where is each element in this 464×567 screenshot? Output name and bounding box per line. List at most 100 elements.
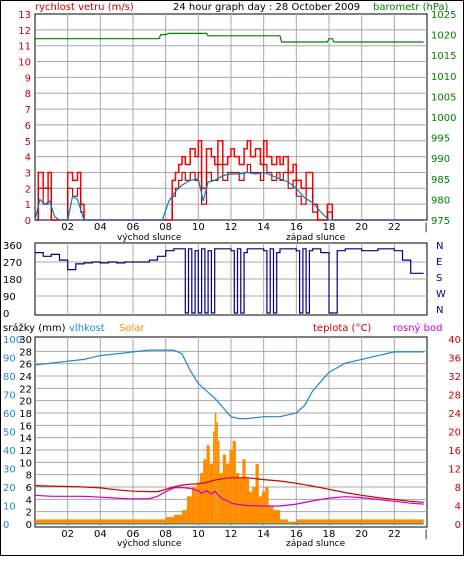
baro-y-tick-1010: 1010 xyxy=(431,72,456,83)
x-tick-14: 14 xyxy=(257,529,270,540)
solar-bar xyxy=(258,496,263,525)
temp-y-tick-40: 40 xyxy=(448,335,461,346)
dir-y-tick-90: 90 xyxy=(3,292,16,303)
solar-bar xyxy=(186,496,192,525)
rain-y-tick-24: 24 xyxy=(19,372,32,383)
wind-y-tick-0: 0 xyxy=(25,216,31,227)
wind-y-tick-12: 12 xyxy=(18,26,31,37)
rain-y-tick-8: 8 xyxy=(26,471,32,482)
solar-bar xyxy=(268,505,274,524)
solar-bar xyxy=(245,477,249,525)
x-tick-08: 08 xyxy=(159,222,172,233)
hum-y-tick-10: 10 xyxy=(3,502,16,513)
x-tick-12: 12 xyxy=(225,222,238,233)
solar-bar xyxy=(235,473,240,524)
rain-y-tick-16: 16 xyxy=(19,421,32,432)
solar-bar xyxy=(296,519,305,524)
wind-line xyxy=(35,163,424,221)
baro-y-tick-1020: 1020 xyxy=(431,31,456,42)
sunset-label-bottom: západ slunce xyxy=(286,539,346,549)
x-tick-18: 18 xyxy=(323,529,336,540)
wind-x-ticks: 02 04 06 08 10 12 14 16 18 20 22 | xyxy=(61,222,427,233)
temp-y-tick-0: 0 xyxy=(455,520,461,531)
solar-bar xyxy=(200,473,204,524)
solar-bar xyxy=(173,514,182,525)
solar-bar xyxy=(239,477,243,525)
wind-axis-label: rychlost vetru (m/s) xyxy=(35,2,134,13)
x-tick-02: 02 xyxy=(61,529,74,540)
x-tick-20: 20 xyxy=(355,529,368,540)
dir-y-tick-180: 180 xyxy=(3,275,22,286)
x-tick-16: 16 xyxy=(290,529,303,540)
x-tick-04: 04 xyxy=(94,529,107,540)
solar-bar xyxy=(255,463,259,524)
dewpoint-axis-label: rosný bod xyxy=(393,322,442,334)
temp-y-tick-20: 20 xyxy=(448,428,461,439)
humidity-line xyxy=(34,349,424,420)
x-tick-16: 16 xyxy=(290,222,303,233)
wind-y-tick-13: 13 xyxy=(18,10,31,21)
baro-y-tick-1015: 1015 xyxy=(431,51,456,62)
x-tick-06: 06 xyxy=(127,222,140,233)
direction-y-ticks: 0 90 180 270 360 xyxy=(3,241,22,320)
wind-y-tick-7: 7 xyxy=(25,105,31,116)
wind-y-tick-10: 10 xyxy=(18,58,31,69)
compass-tick-N-0: N xyxy=(436,241,443,252)
wind-y-tick-3: 3 xyxy=(25,168,31,179)
solar-bar xyxy=(191,487,197,524)
rain-y-tick-10: 10 xyxy=(19,458,32,469)
baro-y-tick-980: 980 xyxy=(431,195,450,206)
x-tick-14: 14 xyxy=(257,222,270,233)
baro-axis-label: barometr (hPa) xyxy=(373,2,449,13)
climate-series xyxy=(34,349,424,525)
temp-y-tick-32: 32 xyxy=(448,372,461,383)
wind-y-tick-5: 5 xyxy=(25,137,31,148)
solar-bar xyxy=(206,445,210,524)
hum-y-tick-60: 60 xyxy=(3,409,16,420)
sunrise-label: východ slunce xyxy=(117,233,182,243)
baro-y-tick-1005: 1005 xyxy=(431,92,456,103)
rain-y-tick-18: 18 xyxy=(19,409,32,420)
baro-y-tick-1000: 1000 xyxy=(431,113,456,124)
rain-y-tick-20: 20 xyxy=(19,397,32,408)
solar-bar xyxy=(280,519,289,524)
solar-bar xyxy=(217,440,220,525)
solar-axis-label: Solar xyxy=(119,323,145,334)
x-tick-22: 22 xyxy=(388,222,401,233)
wind-y-tick-2: 2 xyxy=(25,184,31,195)
x-tick-10: 10 xyxy=(192,529,205,540)
temp-y-tick-28: 28 xyxy=(448,391,461,402)
temp-y-tick-4: 4 xyxy=(455,502,461,513)
solar-bar xyxy=(157,519,166,524)
x-tick-02: 02 xyxy=(61,222,74,233)
hum-y-tick-40: 40 xyxy=(3,446,16,457)
climate-x-ticks: 02 04 06 08 10 12 14 16 18 20 22 | xyxy=(61,529,427,540)
rain-y-tick-26: 26 xyxy=(19,360,32,371)
wind-avg-line xyxy=(34,171,424,221)
wind-series xyxy=(34,32,424,221)
x-tick-08: 08 xyxy=(159,529,172,540)
solar-bar xyxy=(273,510,280,524)
chart-title: 24 hour graph day : 28 October 2009 xyxy=(173,2,360,13)
solar-bar xyxy=(242,459,246,525)
wind-y-tick-1: 1 xyxy=(25,200,31,211)
solar-bar xyxy=(288,521,297,524)
temp-y-tick-8: 8 xyxy=(455,483,461,494)
sunset-label: západ slunce xyxy=(286,233,346,243)
solar-bar xyxy=(35,519,158,524)
sunrise-label-bottom: východ slunce xyxy=(117,539,182,549)
temperature-line xyxy=(34,477,424,503)
rain-y-tick-0: 0 xyxy=(26,520,32,531)
rain-axis-label: srážky (mm) xyxy=(3,322,66,334)
solar-bar xyxy=(232,440,236,525)
compass-tick-E-1: E xyxy=(436,257,442,268)
solar-bar xyxy=(219,473,223,524)
hum-y-tick-20: 20 xyxy=(3,483,16,494)
hum-y-tick-0: 0 xyxy=(3,520,9,531)
x-tick-04: 04 xyxy=(94,222,107,233)
baro-y-tick-990: 990 xyxy=(431,154,450,165)
